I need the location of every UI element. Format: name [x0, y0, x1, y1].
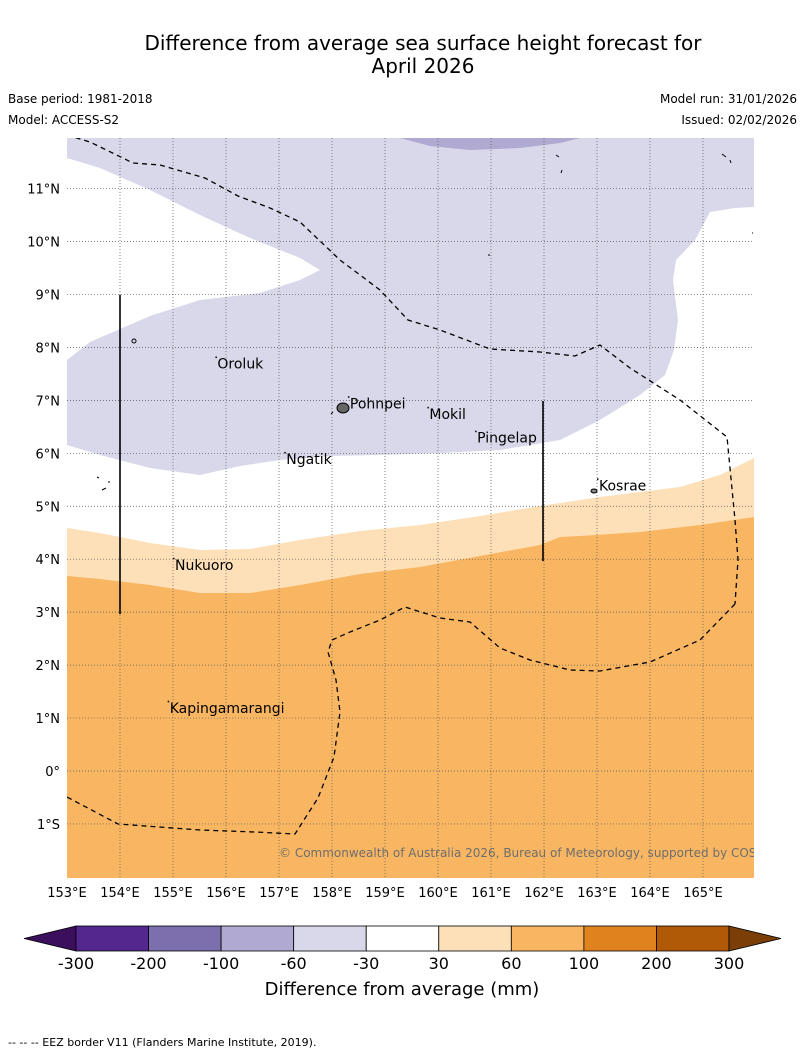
graticule	[67, 138, 754, 878]
longitude-label: 153°E	[47, 886, 87, 901]
eez-border-north	[74, 138, 739, 605]
small-islets	[96, 153, 753, 491]
longitude-label: 154°E	[100, 886, 140, 901]
latitude-label: 7°N	[36, 394, 61, 409]
longitude-label: 156°E	[206, 886, 246, 901]
longitude-label: 164°E	[630, 886, 670, 901]
place-marker	[475, 430, 477, 433]
map-area: Oroluk Pohnpei Mokil Pingelap Ngatik Kosrae Nu…	[67, 138, 784, 878]
latitude-label: 0°	[45, 765, 60, 780]
pohnpei-island	[336, 402, 350, 414]
latitude-label: 2°N	[36, 659, 61, 674]
place-label-ngatik: Ngatik	[286, 452, 332, 468]
kosrae-island	[590, 488, 598, 494]
place-marker	[284, 451, 286, 454]
place-label-pingelap: Pingelap	[477, 431, 537, 447]
eez-borders	[67, 138, 739, 835]
longitude-label: 163°E	[577, 886, 617, 901]
latitude-label: 4°N	[36, 553, 61, 568]
colorbar-tick-label: 100	[569, 954, 600, 973]
place-marker	[167, 700, 170, 703]
longitude-labels: 153°E 154°E 155°E 156°E 157°E 158°E 159°E 160°E…	[47, 886, 723, 901]
model-name: Model: ACCESS-S2	[8, 113, 120, 127]
longitude-label: 159°E	[365, 886, 405, 901]
colorbar	[23, 925, 782, 952]
colorbar-under-triangle	[23, 925, 77, 952]
place-marker	[427, 406, 429, 409]
latitude-label: 9°N	[36, 288, 61, 303]
latitude-label: 10°N	[27, 236, 60, 251]
colorbar-label: Difference from average (mm)	[265, 979, 540, 1000]
small-atoll	[131, 338, 137, 344]
place-marker	[597, 478, 599, 480]
place-marker	[215, 356, 217, 359]
latitude-label: 3°N	[36, 606, 61, 621]
latitude-label: 1°S	[37, 818, 60, 833]
place-label-oroluk: Oroluk	[217, 357, 264, 373]
place-label-mokil: Mokil	[429, 407, 466, 423]
colorbar-segment	[75, 925, 149, 952]
title-line-1: Difference from average sea surface heig…	[144, 31, 702, 55]
place-label-nukuoro: Nukuoro	[175, 558, 233, 574]
colorbar-segment	[365, 925, 440, 952]
colorbar-tick-label: -300	[58, 954, 94, 973]
sea-surface-height-map: Oroluk Pohnpei Mokil Pingelap Ngatik Kosrae Nu…	[23, 138, 784, 1000]
colorbar-tick-labels: -300 -200 -100 -60 -30 30 60 100 200 300	[58, 954, 744, 973]
colorbar-tick-label: -60	[281, 954, 307, 973]
base-period: Base period: 1981-2018	[8, 92, 153, 106]
longitude-label: 162°E	[524, 886, 564, 901]
colorbar-segment	[438, 925, 512, 952]
colorbar-tick-label: 300	[714, 954, 745, 973]
place-label-pohnpei: Pohnpei	[350, 396, 406, 412]
colorbar-segment	[656, 925, 730, 952]
colorbar-tick-label: 60	[501, 954, 521, 973]
colorbar-tick-label: 30	[429, 954, 449, 973]
map-title: Difference from average sea surface heig…	[0, 32, 804, 78]
colorbar-segment	[583, 925, 657, 952]
colorbar-tick-label: -200	[130, 954, 166, 973]
latitude-labels: 11°N 10°N 9°N 8°N 7°N 6°N 5°N 4°N 3°N 2°N 1°N 0° 1°S	[27, 183, 60, 833]
islands	[96, 153, 753, 494]
anomaly-minus60-to-minus30-region	[67, 138, 754, 475]
longitude-label: 165°E	[683, 886, 723, 901]
model-run-date: Model run: 31/01/2026	[659, 92, 797, 106]
eez-border-south	[67, 603, 736, 835]
colorbar-segment	[220, 925, 295, 952]
latitude-label: 6°N	[36, 447, 61, 462]
issued-date: Issued: 02/02/2026	[681, 113, 797, 127]
place-label-kosrae: Kosrae	[599, 478, 646, 494]
eez-legend-footnote: -- -- -- EEZ border V11 (Flanders Marine…	[8, 1036, 317, 1049]
colorbar-segment	[510, 925, 585, 952]
colorbar-over-triangle	[728, 925, 782, 952]
colorbar-segment	[293, 925, 367, 952]
longitude-label: 155°E	[153, 886, 193, 901]
latitude-label: 5°N	[36, 500, 61, 515]
latitude-label: 1°N	[36, 712, 61, 727]
latitude-label: 8°N	[36, 341, 61, 356]
title-line-2: April 2026	[371, 54, 475, 78]
longitude-label: 161°E	[471, 886, 511, 901]
colorbar-tick-label: 200	[641, 954, 672, 973]
latitude-label: 11°N	[27, 183, 60, 198]
place-label-kapingamarangi: Kapingamarangi	[170, 701, 285, 717]
colorbar-segment	[148, 925, 222, 952]
colorbar-tick-label: -30	[353, 954, 379, 973]
longitude-label: 158°E	[312, 886, 352, 901]
colorbar-tick-label: -100	[203, 954, 239, 973]
longitude-label: 157°E	[259, 886, 299, 901]
anomaly-minus100-to-minus60-region	[400, 138, 580, 150]
longitude-label: 160°E	[418, 886, 458, 901]
place-marker	[347, 396, 350, 398]
place-labels: Oroluk Pohnpei Mokil Pingelap Ngatik Kosrae Nu…	[167, 356, 646, 717]
place-marker	[173, 557, 175, 560]
copyright-notice: © Commonwealth of Australia 2026, Bureau…	[279, 846, 784, 860]
